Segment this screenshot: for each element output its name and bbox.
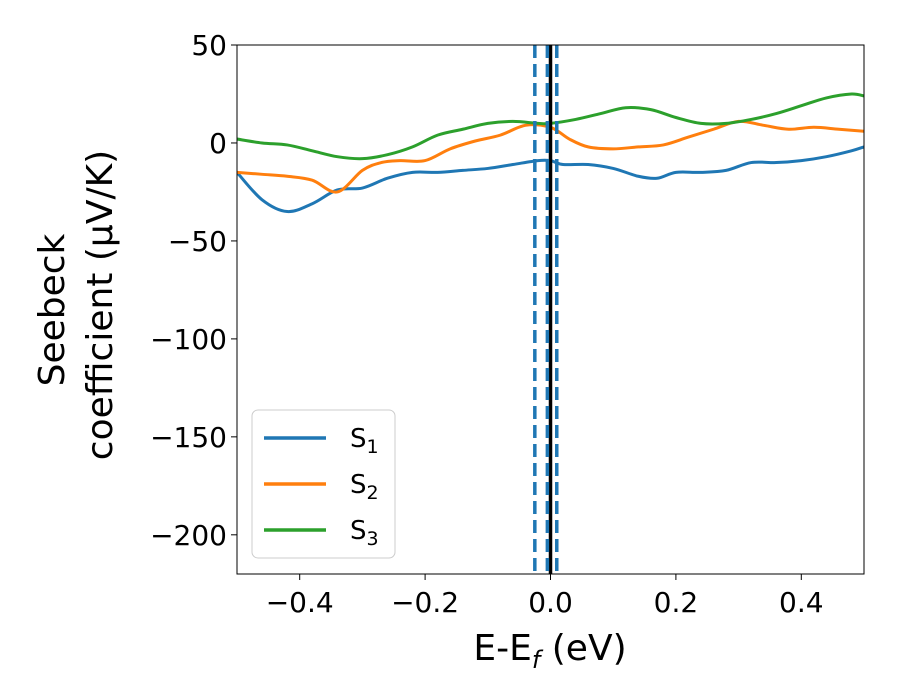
x-tick-label: 0.4 bbox=[779, 586, 824, 619]
x-tick-label: −0.4 bbox=[266, 586, 334, 619]
y-axis-label-line1: Seebeck bbox=[32, 233, 73, 386]
y-tick-label: −50 bbox=[168, 225, 227, 258]
y-axis-label-line2: coefficient (μV/K) bbox=[80, 150, 121, 460]
x-axis-label: E-Ef (eV) bbox=[473, 628, 626, 674]
legend: S1 S2 S3 bbox=[251, 409, 396, 559]
y-axis-label: Seebeck coefficient (μV/K) bbox=[32, 150, 121, 460]
legend-entries: S1 S2 S3 bbox=[264, 424, 379, 550]
x-axis-ticks: −0.4 −0.2 0.0 0.2 0.4 bbox=[266, 574, 824, 619]
y-tick-label: −100 bbox=[150, 323, 227, 356]
y-tick-label: 50 bbox=[191, 29, 227, 62]
legend-label-s2: S2 bbox=[350, 470, 379, 504]
x-axis-label-main: E-E bbox=[473, 628, 531, 669]
x-tick-label: −0.2 bbox=[391, 586, 459, 619]
x-tick-label: 0.0 bbox=[528, 586, 573, 619]
x-tick-label: 0.2 bbox=[654, 586, 699, 619]
y-tick-label: −200 bbox=[150, 519, 227, 552]
reference-lines bbox=[533, 45, 559, 574]
legend-label-s3: S3 bbox=[350, 516, 379, 550]
y-tick-label: 0 bbox=[209, 127, 227, 160]
x-axis-label-unit: (eV) bbox=[540, 628, 626, 669]
y-tick-label: −150 bbox=[150, 421, 227, 454]
legend-label-s1: S1 bbox=[350, 424, 379, 458]
y-axis-ticks: 50 0 −50 −100 −150 −200 bbox=[150, 29, 237, 552]
